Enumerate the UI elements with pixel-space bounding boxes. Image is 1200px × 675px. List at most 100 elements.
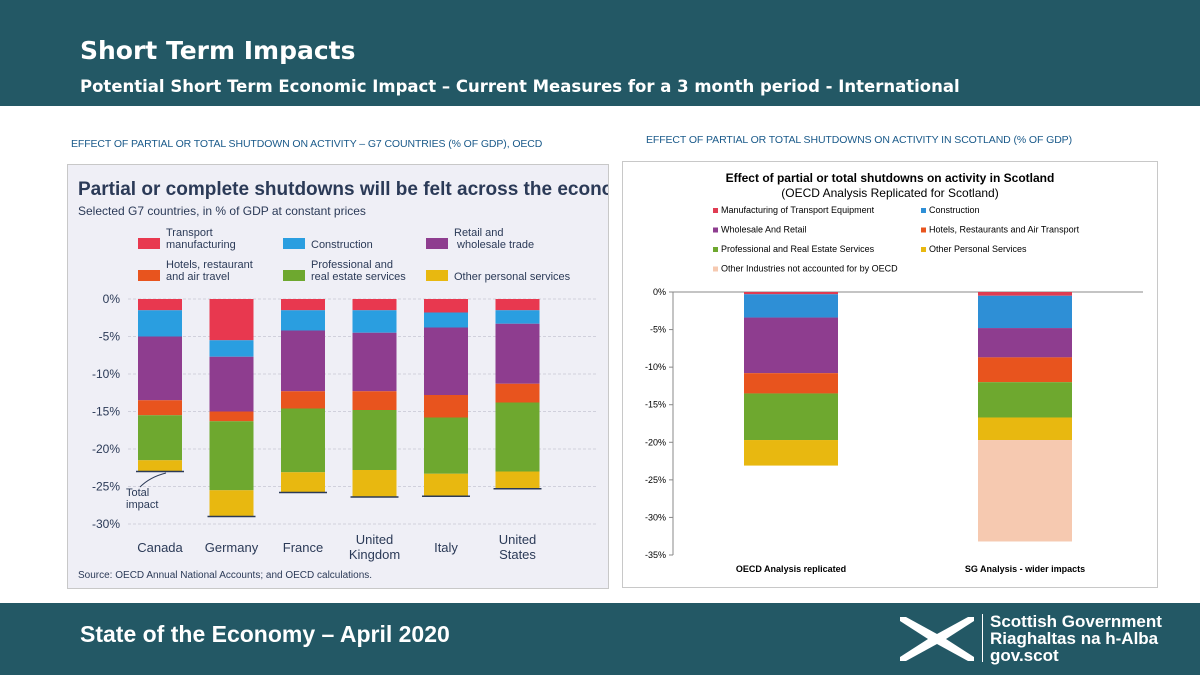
scotland-chart: Effect of partial or total shutdowns on … bbox=[645, 171, 1143, 574]
y-tick-label: -35% bbox=[645, 550, 666, 560]
legend-label-hotels-restaurants-and-air-transport: Hotels, Restaurants and Air Transport bbox=[929, 225, 1080, 235]
y-tick-label: -10% bbox=[92, 367, 120, 381]
x-tick-label: OECD Analysis replicated bbox=[736, 564, 846, 574]
legend-swatch-manufacturing-of-transport-equipment bbox=[713, 208, 718, 213]
legend-swatch-professional-and-real-estate-services bbox=[283, 270, 305, 281]
bar-segment-professional-and-real-estate-services bbox=[978, 382, 1072, 418]
legend-label-other-personal-services: Other Personal Services bbox=[929, 244, 1027, 254]
slide-title: Short Term Impacts bbox=[80, 36, 356, 65]
bar-segment-retail-and-wholesale-trade bbox=[424, 327, 468, 395]
bar-segment-construction bbox=[424, 312, 468, 328]
legend-swatch-hotels-restaurants-and-air-transport bbox=[921, 227, 926, 233]
bar-segment-hotels-restaurants-and-air-transport bbox=[978, 357, 1072, 383]
legend-swatch-retail-and-wholesale-trade bbox=[426, 238, 448, 249]
bar-segment-transport-manufacturing bbox=[424, 299, 468, 313]
bar-segment-construction bbox=[744, 294, 838, 318]
bar-segment-retail-and-wholesale-trade bbox=[138, 336, 182, 401]
y-tick-label: -20% bbox=[92, 442, 120, 456]
bar-segment-professional-and-real-estate-services bbox=[138, 415, 182, 461]
legend-label-retail-and-wholesale-trade: Retail and wholesale trade bbox=[454, 227, 534, 251]
bar-segment-hotels-restaurant-and-air-travel bbox=[209, 411, 254, 422]
legend-swatch-construction bbox=[921, 208, 926, 213]
bar-segment-other-personal-services bbox=[744, 440, 838, 466]
logo-divider bbox=[982, 614, 983, 662]
y-tick-label: 0% bbox=[653, 287, 666, 297]
g7-chart-panel: Partial or complete shutdowns will be fe… bbox=[67, 164, 641, 589]
bar-segment-construction bbox=[209, 340, 254, 357]
total-impact-annotation: Total impact bbox=[126, 487, 158, 511]
y-tick-label: -30% bbox=[645, 512, 666, 522]
bar-segment-hotels-restaurant-and-air-travel bbox=[424, 395, 468, 418]
bar-segment-other-personal-services bbox=[352, 470, 397, 497]
bar-segment-retail-and-wholesale-trade bbox=[209, 356, 254, 412]
chart-title: Partial or complete shutdowns will be fe… bbox=[78, 179, 608, 200]
bar-segment-transport-manufacturing bbox=[281, 299, 325, 311]
slide-header: Short Term Impacts Potential Short Term … bbox=[0, 0, 1200, 106]
bar-segment-other-personal-services bbox=[978, 417, 1072, 441]
bar-segment-professional-and-real-estate-services bbox=[424, 417, 468, 474]
bar-segment-other-personal-services bbox=[281, 472, 325, 493]
legend-label-transport-manufacturing: Transport manufacturing bbox=[166, 227, 236, 251]
legend-swatch-other-personal-services bbox=[921, 247, 926, 252]
y-tick-label: -15% bbox=[92, 405, 120, 419]
bar-segment-retail-and-wholesale-trade bbox=[495, 323, 540, 384]
x-tick-label: United Kingdom bbox=[349, 532, 400, 562]
logo-text-url: gov.scot bbox=[990, 646, 1059, 665]
bar-segment-construction bbox=[495, 310, 540, 324]
x-tick-label: Germany bbox=[205, 540, 259, 555]
y-tick-label: -10% bbox=[645, 362, 666, 372]
legend-label-hotels-restaurant-and-air-travel: Hotels, restaurant and air travel bbox=[166, 259, 253, 283]
x-tick-label: France bbox=[283, 540, 323, 555]
chart-subtitle: (OECD Analysis Replicated for Scotland) bbox=[781, 186, 998, 200]
y-tick-label: -30% bbox=[92, 517, 120, 531]
bar-segment-hotels-restaurant-and-air-travel bbox=[281, 391, 325, 409]
logo-text-gaelic: Riaghaltas na h-Alba bbox=[990, 629, 1159, 648]
bar-segment-wholesale-and-retail bbox=[978, 328, 1072, 358]
y-tick-label: -25% bbox=[645, 475, 666, 485]
y-tick-label: -20% bbox=[645, 437, 666, 447]
x-tick-label: Canada bbox=[137, 540, 183, 555]
g7-chart: Partial or complete shutdowns will be fe… bbox=[78, 179, 641, 581]
bar-segment-professional-and-real-estate-services bbox=[744, 393, 838, 441]
bar-segment-professional-and-real-estate-services bbox=[352, 410, 397, 470]
bar-segment-other-personal-services bbox=[424, 473, 468, 497]
legend-label-other-industries-not-accounted-for-by-oecd: Other Industries not accounted for by OE… bbox=[721, 264, 898, 274]
bar-segment-transport-manufacturing bbox=[495, 299, 540, 311]
bar-segment-hotels-restaurant-and-air-travel bbox=[495, 383, 540, 403]
legend-swatch-other-industries-not-accounted-for-by-oecd bbox=[713, 266, 718, 272]
bar-segment-construction bbox=[978, 295, 1072, 329]
bar-segment-retail-and-wholesale-trade bbox=[352, 332, 397, 392]
x-tick-label: SG Analysis - wider impacts bbox=[965, 564, 1085, 574]
y-tick-label: -25% bbox=[92, 480, 120, 494]
legend-swatch-other-personal-services bbox=[426, 270, 448, 281]
legend-label-wholesale-and-retail: Wholesale And Retail bbox=[721, 225, 807, 235]
bar-segment-other-personal-services bbox=[495, 471, 540, 489]
legend-swatch-construction bbox=[283, 238, 305, 249]
legend-label-professional-and-real-estate-services: Professional and real estate services bbox=[311, 259, 406, 283]
bar-segment-other-personal-services bbox=[138, 460, 182, 472]
scotland-chart-panel: Effect of partial or total shutdowns on … bbox=[622, 161, 1158, 588]
bar-segment-manufacturing-of-transport-equipment bbox=[744, 292, 838, 295]
bar-segment-construction bbox=[352, 310, 397, 333]
legend-label-construction: Construction bbox=[929, 205, 980, 215]
legend-swatch-wholesale-and-retail bbox=[713, 227, 718, 233]
bar-segment-wholesale-and-retail bbox=[744, 317, 838, 374]
saltire-flag-icon bbox=[900, 617, 974, 661]
bar-segment-hotels-restaurant-and-air-travel bbox=[352, 391, 397, 410]
bar-segment-professional-and-real-estate-services bbox=[209, 421, 254, 491]
right-chart-caption: EFFECT OF PARTIAL OR TOTAL SHUTDOWNS ON … bbox=[646, 134, 1072, 146]
bar-segment-hotels-restaurant-and-air-travel bbox=[138, 400, 182, 416]
legend-label-construction: Construction bbox=[311, 239, 373, 251]
bar-segment-professional-and-real-estate-services bbox=[281, 408, 325, 473]
chart-title: Effect of partial or total shutdowns on … bbox=[726, 171, 1055, 185]
left-chart-caption: EFFECT OF PARTIAL OR TOTAL SHUTDOWN ON A… bbox=[71, 138, 543, 150]
bar-segment-hotels-restaurants-and-air-transport bbox=[744, 373, 838, 394]
bar-segment-transport-manufacturing bbox=[138, 299, 182, 311]
chart-subtitle: Selected G7 countries, in % of GDP at co… bbox=[78, 204, 366, 218]
bar-segment-transport-manufacturing bbox=[209, 299, 254, 341]
legend-label-professional-and-real-estate-services: Professional and Real Estate Services bbox=[721, 244, 875, 254]
y-tick-label: -15% bbox=[645, 400, 666, 410]
logo-text-english: Scottish Government bbox=[990, 612, 1162, 631]
bar-segment-other-personal-services bbox=[209, 490, 254, 517]
y-tick-label: -5% bbox=[650, 325, 666, 335]
